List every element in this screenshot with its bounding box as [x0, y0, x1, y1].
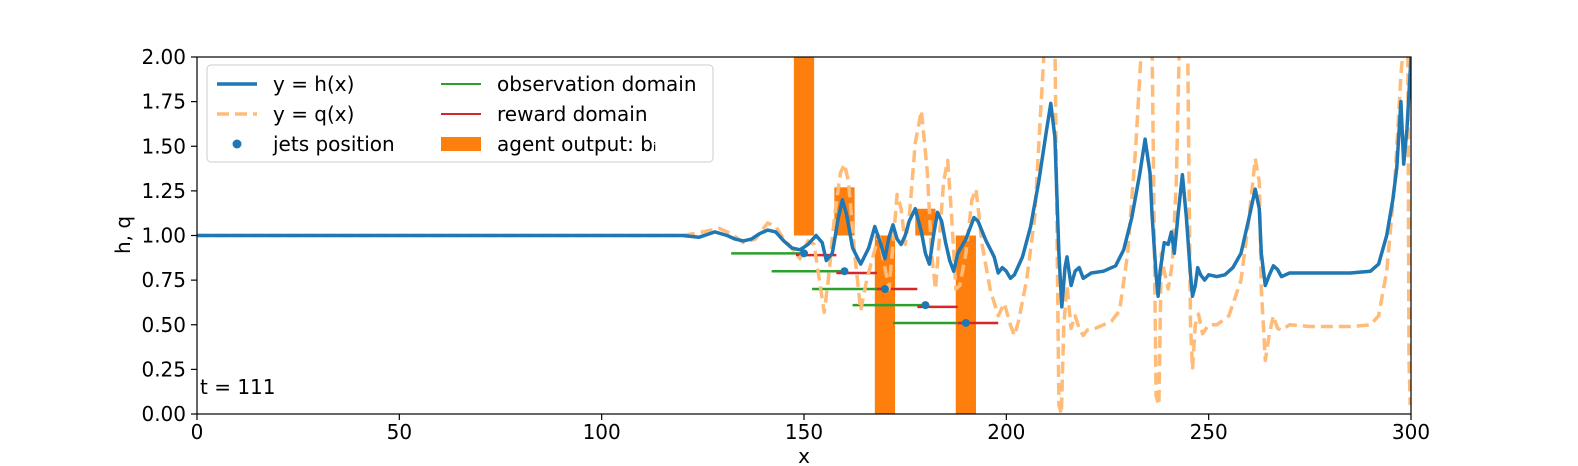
jet-marker-3	[921, 301, 930, 310]
x-tick-label-1: 50	[387, 420, 412, 444]
series-h-line	[197, 57, 1411, 309]
x-tick-label-5: 250	[1190, 420, 1228, 444]
y-tick-label-2: 0.50	[141, 313, 186, 337]
agent-output-bar-2	[874, 235, 896, 414]
y-tick-label-4: 1.00	[141, 224, 186, 248]
legend-symbol-jets	[232, 139, 242, 149]
y-tick-label-3: 0.75	[141, 268, 186, 292]
y-tick-label-6: 1.50	[141, 134, 186, 158]
legend: y = h(x) y = q(x) jets position observation…	[206, 64, 714, 163]
agent-output-bar-0	[793, 57, 815, 236]
y-tick-label-8: 2.00	[141, 45, 186, 69]
x-axis-ticks: 0 50 100 150 200 250 300	[191, 414, 1430, 444]
jets-markers	[800, 249, 970, 327]
y-tick-label-0: 0.00	[141, 402, 186, 426]
x-tick-label-4: 200	[987, 420, 1025, 444]
x-tick-label-6: 300	[1392, 420, 1430, 444]
y-tick-label-7: 1.75	[141, 90, 186, 114]
legend-label-agent: agent output: bᵢ	[497, 132, 656, 156]
y-tick-label-1: 0.25	[141, 357, 186, 381]
x-axis-label: x	[798, 444, 810, 466]
y-tick-label-5: 1.25	[141, 179, 186, 203]
legend-label-h: y = h(x)	[273, 72, 354, 96]
jet-marker-1	[840, 267, 849, 276]
legend-symbol-agent	[441, 137, 481, 151]
x-tick-label-2: 100	[583, 420, 621, 444]
agent-output-bars	[793, 57, 976, 414]
legend-label-q: y = q(x)	[273, 102, 354, 126]
series-lines	[197, 57, 1411, 414]
legend-label-reward: reward domain	[497, 102, 648, 126]
jet-marker-4	[961, 318, 970, 327]
y-axis-label: h, q	[111, 216, 135, 254]
legend-label-jets: jets position	[272, 132, 395, 156]
x-tick-label-3: 150	[785, 420, 823, 444]
legend-label-observation: observation domain	[497, 72, 697, 96]
jet-marker-0	[800, 249, 808, 258]
y-axis-ticks: 0.00 0.25 0.50 0.75 1.00 1.25 1.50 1.75 2.00	[141, 45, 197, 426]
jet-marker-2	[880, 285, 889, 294]
x-tick-label-0: 0	[191, 420, 204, 444]
time-annotation: t = 111	[200, 375, 276, 399]
